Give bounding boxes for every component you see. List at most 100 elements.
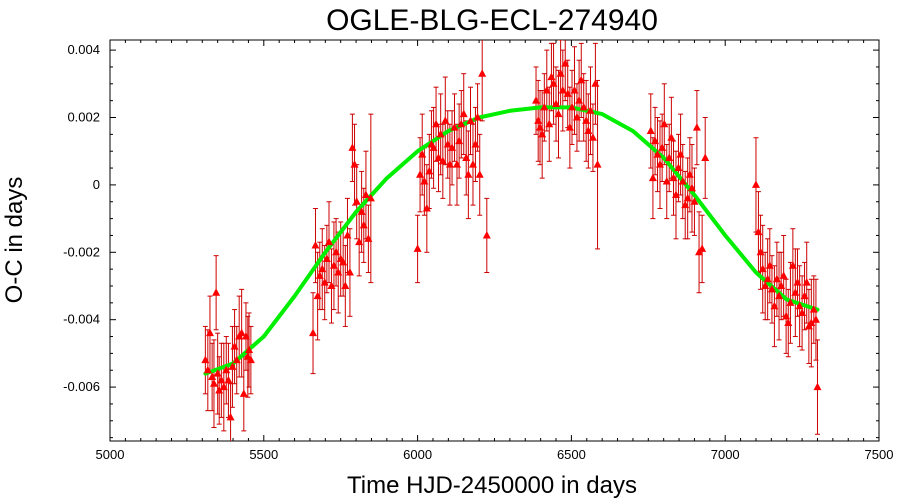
data-point bbox=[429, 143, 438, 151]
data-point bbox=[763, 274, 772, 283]
data-point bbox=[698, 244, 707, 252]
data-point bbox=[413, 244, 422, 252]
plot-area: 5000 5500 6000 6500 7000 7500 -0.006 -0.004 -0.0… bbox=[63, 39, 894, 462]
data-point bbox=[350, 160, 359, 168]
data-point bbox=[208, 372, 217, 380]
data-point bbox=[334, 268, 343, 276]
data-point bbox=[536, 123, 545, 131]
data-point bbox=[756, 247, 765, 256]
data-point bbox=[575, 96, 584, 104]
data-point bbox=[655, 160, 664, 168]
data-point bbox=[311, 241, 320, 249]
data-point bbox=[425, 166, 434, 175]
data-point bbox=[361, 190, 370, 199]
data-point bbox=[547, 72, 556, 81]
data-point bbox=[222, 365, 231, 374]
data-point bbox=[309, 328, 318, 337]
data-point bbox=[436, 129, 445, 138]
x-tick-label: 7500 bbox=[865, 447, 894, 462]
data-point bbox=[798, 308, 807, 316]
data-point bbox=[448, 143, 457, 151]
data-point bbox=[416, 170, 425, 178]
data-point bbox=[452, 160, 461, 168]
data-point bbox=[418, 150, 427, 158]
data-point bbox=[754, 227, 763, 236]
x-tick-label: 7000 bbox=[711, 447, 740, 462]
x-tick-label: 6000 bbox=[403, 447, 432, 462]
data-point bbox=[215, 385, 224, 394]
data-point bbox=[239, 389, 248, 397]
data-point bbox=[793, 278, 802, 286]
data-point bbox=[450, 123, 459, 131]
data-point bbox=[800, 291, 809, 300]
data-point bbox=[591, 79, 600, 87]
plot-frame bbox=[109, 39, 880, 442]
x-tick-label: 5000 bbox=[96, 447, 125, 462]
data-point bbox=[464, 170, 473, 178]
y-tick-label: -0.002 bbox=[63, 244, 100, 259]
data-point bbox=[332, 247, 341, 256]
data-layer bbox=[201, 40, 822, 441]
data-point bbox=[203, 365, 212, 374]
y-tick-label: -0.004 bbox=[63, 312, 100, 327]
data-point bbox=[561, 59, 570, 67]
data-point bbox=[313, 291, 322, 300]
x-tick-label: 6500 bbox=[557, 447, 586, 462]
data-point bbox=[212, 288, 221, 296]
data-point bbox=[577, 75, 586, 84]
data-point bbox=[422, 203, 431, 212]
data-point bbox=[784, 318, 793, 327]
data-point bbox=[813, 382, 822, 391]
data-point bbox=[690, 197, 699, 205]
data-point bbox=[648, 173, 657, 182]
data-point bbox=[540, 102, 549, 111]
data-point bbox=[802, 278, 811, 286]
data-point bbox=[345, 268, 354, 276]
data-point bbox=[811, 315, 820, 323]
data-point bbox=[217, 375, 226, 384]
data-point bbox=[662, 177, 671, 185]
data-point bbox=[438, 156, 447, 165]
y-tick-label: -0.006 bbox=[63, 379, 100, 394]
data-point bbox=[556, 69, 565, 77]
data-point bbox=[681, 200, 690, 209]
data-point bbox=[795, 301, 804, 310]
data-point bbox=[584, 126, 593, 134]
data-point bbox=[322, 254, 331, 263]
data-point bbox=[475, 170, 484, 178]
data-point bbox=[542, 86, 551, 94]
data-point bbox=[685, 170, 694, 178]
data-point bbox=[359, 220, 368, 229]
data-point bbox=[315, 271, 324, 279]
data-point bbox=[770, 301, 779, 310]
data-point bbox=[459, 109, 468, 118]
data-point bbox=[554, 109, 563, 118]
data-point bbox=[320, 278, 329, 286]
data-point bbox=[205, 328, 214, 337]
data-point bbox=[534, 116, 543, 124]
data-point bbox=[420, 177, 429, 185]
data-point bbox=[341, 281, 350, 289]
data-point bbox=[570, 86, 579, 94]
data-point bbox=[230, 342, 239, 350]
data-point bbox=[348, 143, 357, 151]
data-point bbox=[327, 281, 336, 289]
data-point bbox=[228, 362, 237, 370]
data-point bbox=[568, 102, 577, 111]
data-point bbox=[775, 291, 784, 300]
data-point bbox=[457, 119, 466, 128]
data-point bbox=[665, 153, 674, 161]
data-point bbox=[779, 271, 788, 279]
data-point bbox=[232, 355, 241, 364]
data-point bbox=[357, 207, 366, 215]
data-point bbox=[443, 139, 452, 148]
data-point bbox=[318, 264, 327, 273]
data-point bbox=[683, 193, 692, 202]
data-point bbox=[772, 274, 781, 283]
data-point bbox=[209, 379, 218, 387]
data-point bbox=[532, 96, 541, 104]
y-tick-label: 0 bbox=[93, 177, 100, 192]
data-point bbox=[352, 197, 361, 205]
data-point bbox=[545, 119, 554, 128]
